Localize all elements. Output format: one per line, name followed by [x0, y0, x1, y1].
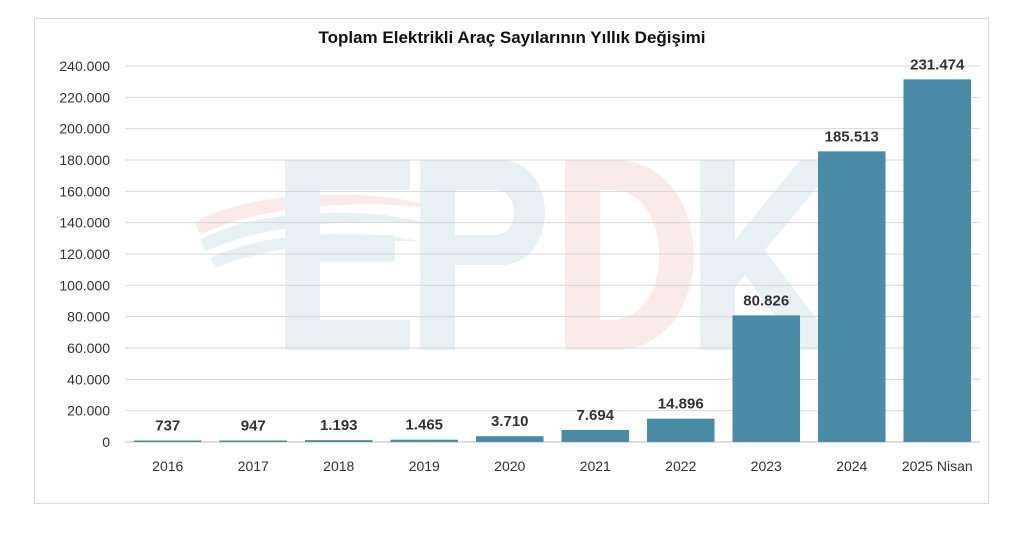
y-tick-label: 120.000: [59, 246, 110, 262]
x-tick-label: 2023: [751, 458, 782, 474]
y-tick-label: 180.000: [59, 152, 110, 168]
y-tick-label: 240.000: [59, 58, 110, 74]
data-label: 1.193: [320, 417, 358, 434]
epdk-watermark-logo: [195, 160, 840, 350]
bar: [219, 440, 288, 442]
y-tick-label: 220.000: [59, 89, 110, 105]
y-tick-label: 0: [102, 434, 110, 450]
x-axis-ticks: 2016 2017 2018 2019 2020 2021 2022 2023 2024 2025…: [152, 458, 972, 474]
x-tick-label: 2016: [152, 458, 183, 474]
y-tick-label: 40.000: [67, 371, 110, 387]
bar: [646, 418, 715, 442]
bar: [561, 429, 630, 442]
data-label: 231.474: [910, 56, 965, 73]
bar: [390, 439, 459, 442]
x-tick-label: 2022: [665, 458, 696, 474]
x-tick-label: 2017: [238, 458, 269, 474]
bar: [133, 440, 202, 442]
bar: [732, 315, 801, 442]
x-tick-label: 2019: [409, 458, 440, 474]
data-label: 3.710: [491, 413, 529, 430]
bar: [817, 151, 886, 442]
x-tick-label: 2020: [494, 458, 525, 474]
y-tick-label: 60.000: [67, 340, 110, 356]
data-label: 80.826: [743, 292, 789, 309]
y-tick-label: 20.000: [67, 403, 110, 419]
data-label: 14.896: [658, 396, 704, 413]
x-tick-label: 2021: [580, 458, 611, 474]
data-label: 185.513: [825, 128, 879, 145]
chart-title: Toplam Elektrikli Araç Sayılarının Yıllı…: [318, 28, 706, 47]
bar: [475, 436, 544, 442]
y-tick-label: 140.000: [59, 215, 110, 231]
data-labels: 737 947 1.193 1.465 3.710 7.694 14.896 80.826 18…: [155, 56, 965, 434]
bar: [903, 79, 972, 443]
data-label: 7.694: [576, 407, 614, 424]
x-tick-label: 2024: [836, 458, 867, 474]
data-label: 737: [155, 418, 180, 435]
x-tick-label: 2025 Nisan: [902, 458, 973, 474]
data-label: 1.465: [405, 417, 443, 434]
y-tick-label: 100.000: [59, 277, 110, 293]
bar: [304, 440, 373, 442]
bars: [133, 79, 972, 443]
y-tick-label: 200.000: [59, 121, 110, 137]
data-label: 947: [241, 418, 266, 435]
y-tick-label: 80.000: [67, 309, 110, 325]
y-axis-ticks: 0 20.000 40.000 60.000 80.000 100.000 120.000 1…: [59, 58, 110, 450]
y-tick-label: 160.000: [59, 183, 110, 199]
x-tick-label: 2018: [323, 458, 354, 474]
